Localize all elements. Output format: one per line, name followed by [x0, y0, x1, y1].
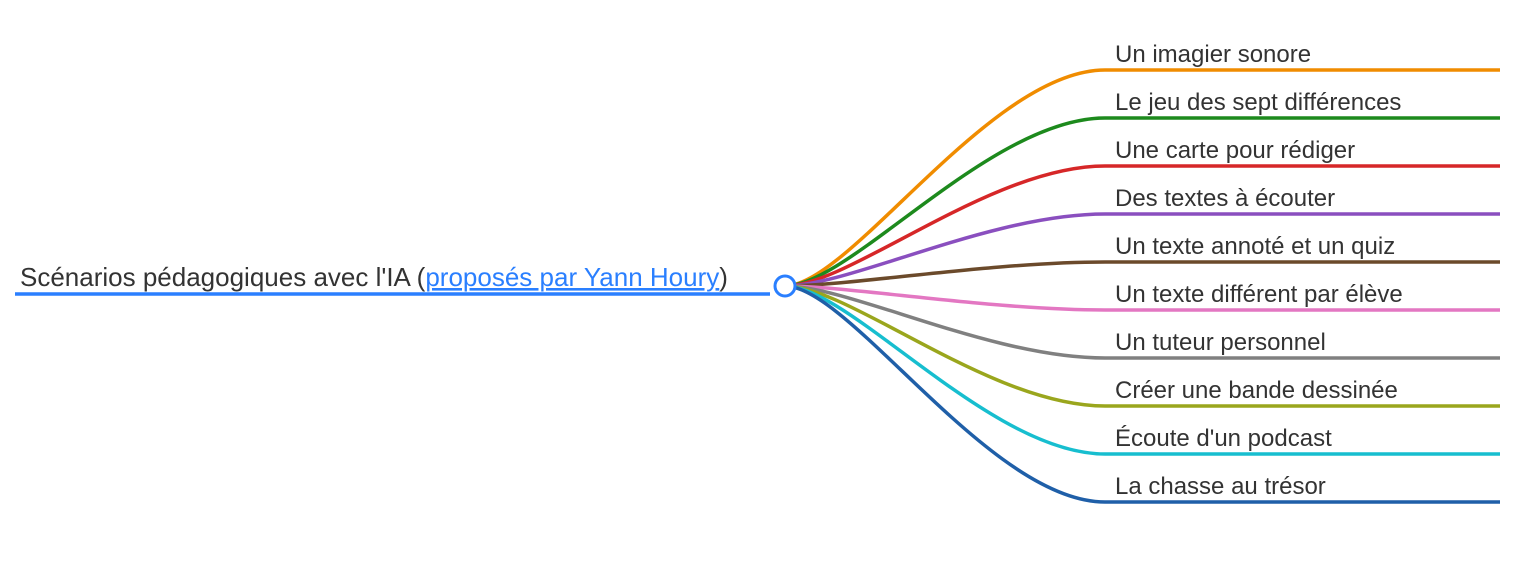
- branch-connector: [785, 214, 1105, 286]
- root-hub: [775, 276, 795, 296]
- root-author-link[interactable]: proposés par Yann Houry: [425, 262, 719, 292]
- branch-connector: [785, 286, 1105, 358]
- branch-label[interactable]: Un texte annoté et un quiz: [1115, 233, 1395, 260]
- mindmap-canvas: Scénarios pédagogiques avec l'IA (propos…: [0, 0, 1538, 572]
- branch-label[interactable]: Des textes à écouter: [1115, 185, 1335, 212]
- branch-label[interactable]: Créer une bande dessinée: [1115, 377, 1398, 404]
- branch-label[interactable]: Une carte pour rédiger: [1115, 137, 1355, 164]
- root-title: Scénarios pédagogiques avec l'IA (propos…: [20, 262, 728, 292]
- branch-label[interactable]: Le jeu des sept différences: [1115, 89, 1401, 116]
- branch-label[interactable]: Un imagier sonore: [1115, 41, 1311, 68]
- branch-label[interactable]: La chasse au trésor: [1115, 473, 1326, 500]
- branch-connector: [785, 286, 1105, 502]
- branch-label[interactable]: Un texte différent par élève: [1115, 281, 1403, 308]
- branch-connector: [785, 70, 1105, 286]
- branch-label[interactable]: Écoute d'un podcast: [1115, 425, 1332, 452]
- branch-label[interactable]: Un tuteur personnel: [1115, 329, 1326, 356]
